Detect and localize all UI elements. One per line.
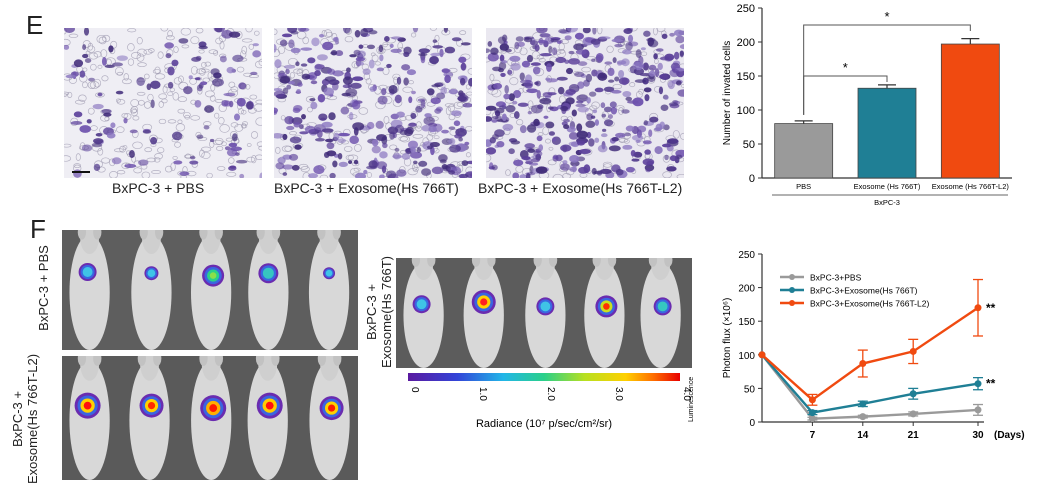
series-point	[974, 380, 982, 388]
photon-flux-line-chart: 0 50 100 150 200 250 7 14 21 30 (Days) Photon flux …	[722, 250, 1025, 441]
series-point	[808, 415, 816, 423]
caption-pbs: BxPC-3 + PBS	[112, 180, 205, 196]
colorbar-tick-label: 1.0	[477, 387, 488, 401]
colorbar-gradient	[408, 373, 680, 381]
bar-y-tick-label: 50	[743, 139, 755, 151]
bar	[774, 123, 834, 179]
micrograph-pbs-image	[64, 28, 262, 178]
bar-group-label: BxPC-3	[874, 198, 900, 207]
label-l2-line2: Exosome(Hs 766T-L2)	[25, 353, 40, 484]
line-y-tick-label: 0	[749, 418, 755, 429]
micrograph-l2-image	[486, 28, 684, 178]
colorbar-tick-label: 4.0	[681, 387, 692, 401]
panel-letter-e: E	[26, 10, 44, 40]
colorbar-tick-label: 3.0	[613, 387, 624, 401]
line-y-tick-label: 100	[738, 351, 755, 362]
micrograph-pbs	[64, 28, 262, 178]
series-point	[909, 347, 917, 355]
series-point	[859, 400, 867, 408]
line-y-tick-label: 150	[738, 317, 755, 328]
bar	[857, 87, 917, 179]
series-point	[758, 351, 766, 359]
invasion-bar-chart: 0 50 100 150 200 250 Number of invated cells PB…	[722, 3, 1012, 207]
panel-letter-f: F	[30, 214, 46, 244]
mice-image-pbs	[62, 230, 358, 350]
colorbar-tick-label: 0	[409, 387, 420, 393]
series-point	[808, 396, 816, 404]
series-point	[859, 413, 867, 421]
line-y-axis-label: Photon flux (×10⁶)	[722, 298, 733, 379]
series-point	[808, 409, 816, 417]
caption-l2: BxPC-3 + Exosome(Hs 766T-L2)	[478, 180, 683, 196]
significance-marker: **	[986, 301, 996, 315]
bar-y-tick-label: 0	[749, 173, 755, 185]
bar-y-tick-label: 200	[737, 37, 755, 49]
line-y-tick-label: 200	[738, 284, 755, 295]
line-x-tick-label: 14	[857, 430, 869, 441]
bar-y-tick-label: 100	[737, 105, 755, 117]
legend-label: BxPC-3+Exosome(Hs 766T)	[810, 286, 918, 296]
line-x-tick-label: 21	[908, 430, 920, 441]
series-point	[974, 406, 982, 414]
label-pbs-group-text: BxPC-3 + PBS	[36, 245, 51, 331]
series-point	[974, 304, 982, 312]
label-hs766t-group: BxPC-3 + Exosome(Hs 766T)	[364, 256, 394, 368]
significance-marker: *	[884, 9, 889, 24]
significance-marker: **	[986, 377, 996, 391]
colorbar-tick-label: 2.0	[545, 387, 556, 401]
label-pbs-group: BxPC-3 + PBS	[36, 230, 51, 346]
bar-category-label: Exosome (Hs 766T)	[854, 182, 921, 191]
label-hs766t-line1: BxPC-3 +	[364, 284, 379, 340]
legend-label: BxPC-3+PBS	[810, 273, 862, 283]
micrograph-hs766t	[274, 28, 472, 178]
line-y-tick-label: 50	[744, 384, 756, 395]
radiance-colorbar: 0 1.0 2.0 3.0 4.0 Radiance (10⁷ p/sec/cm²/sr…	[408, 373, 695, 430]
line-y-tick-label: 250	[738, 250, 755, 261]
line-x-unit: (Days)	[994, 430, 1025, 441]
label-l2-group: BxPC-3 + Exosome(Hs 766T-L2)	[10, 354, 40, 484]
bar	[940, 43, 1000, 179]
mice-image-l2	[62, 356, 358, 480]
bar-y-tick-label: 150	[737, 71, 755, 83]
significance-marker: *	[843, 60, 848, 75]
line-x-tick-label: 7	[810, 430, 816, 441]
series-point	[859, 360, 867, 368]
bar-category-label: Exosome (Hs 766T-L2)	[932, 182, 1010, 191]
label-hs766t-line2: Exosome(Hs 766T)	[379, 256, 394, 368]
bar-y-tick-label: 250	[737, 3, 755, 15]
micrograph-l2	[486, 28, 684, 178]
series-line	[761, 306, 979, 402]
bar-category-label: PBS	[796, 182, 811, 191]
bar-y-axis-label: Number of invated cells	[722, 41, 733, 146]
caption-hs766t: BxPC-3 + Exosome(Hs 766T)	[274, 180, 459, 196]
micrograph-hs766t-image	[274, 28, 472, 178]
line-x-tick-label: 30	[972, 430, 984, 441]
series-point	[909, 390, 917, 398]
series-line	[761, 354, 979, 420]
series-point	[909, 410, 917, 418]
legend-label: BxPC-3+Exosome(Hs 766T-L2)	[810, 299, 929, 309]
significance-bracket	[803, 24, 971, 115]
colorbar-label: Radiance (10⁷ p/sec/cm²/sr)	[476, 418, 612, 430]
mice-image-hs766t	[396, 258, 692, 368]
colorbar-side-label: Luminescence	[688, 377, 695, 422]
label-l2-line1: BxPC-3 +	[10, 391, 25, 447]
